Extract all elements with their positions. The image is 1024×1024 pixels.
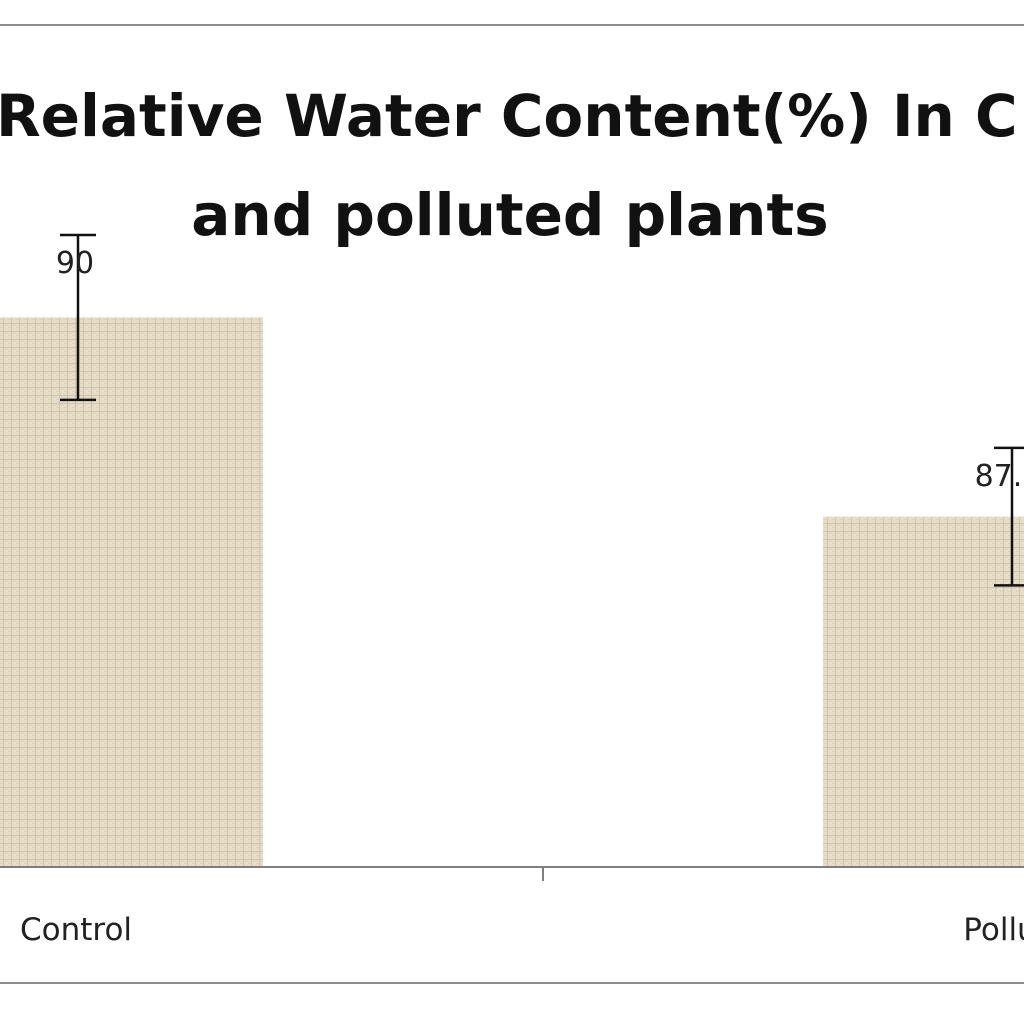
data-label-control: 90 [56, 246, 94, 281]
bar-pollu [823, 516, 1024, 867]
bar-control [0, 317, 263, 867]
error-bars-layer [60, 233, 1024, 587]
chart-title-line-1: Relative Water Content(%) In C [0, 82, 1018, 150]
chart-title-line-2: and polluted plants [191, 181, 828, 249]
category-label-control: Control [20, 912, 132, 948]
error-bar-pollu [994, 446, 1024, 587]
data-label-pollu: 87.1 [975, 459, 1024, 494]
bars-layer [0, 317, 1024, 867]
data-labels-layer: 90 87.1 [56, 246, 1024, 494]
category-label-pollu: Pollu [963, 912, 1024, 948]
error-bar-control [60, 233, 96, 402]
category-labels-layer: Control Pollu [20, 912, 1024, 948]
